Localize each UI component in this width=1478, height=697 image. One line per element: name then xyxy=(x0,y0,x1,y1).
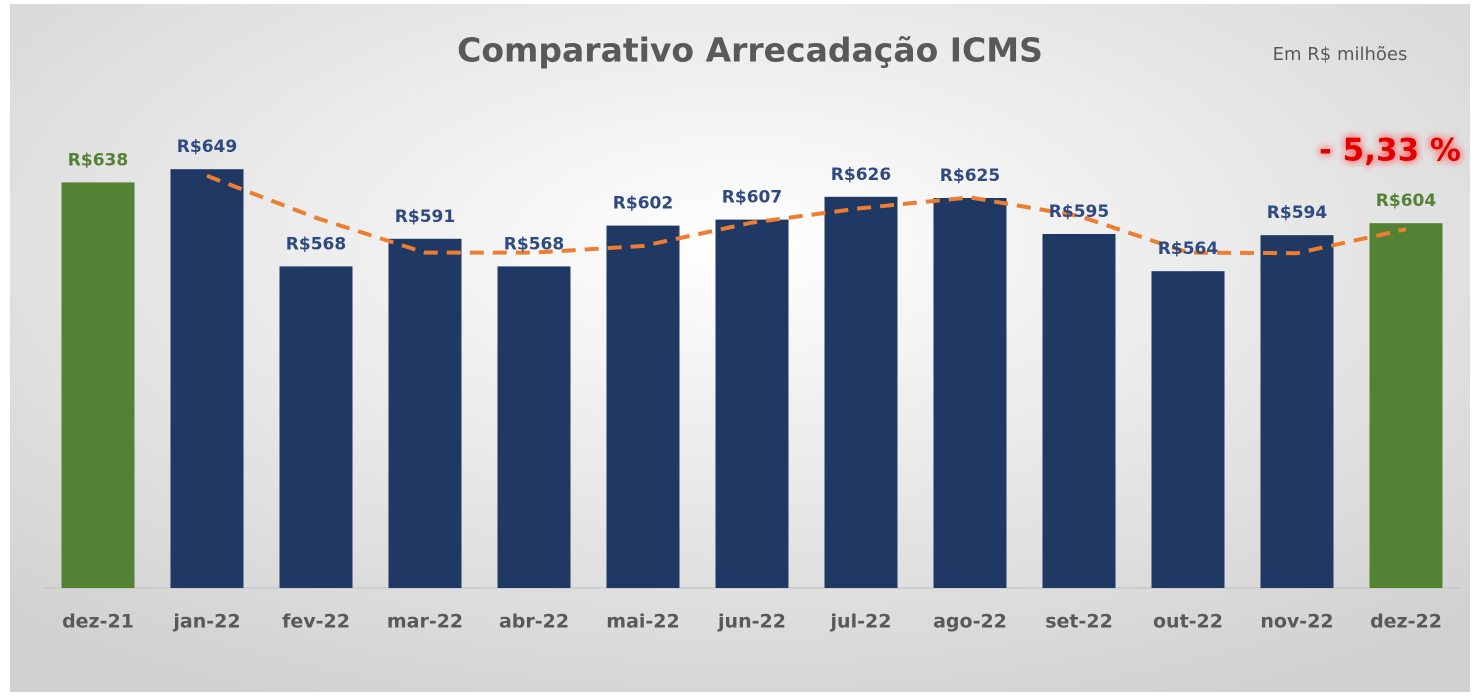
value-label: R$625 xyxy=(940,166,1000,186)
value-label: R$568 xyxy=(504,234,564,254)
value-label: R$604 xyxy=(1376,191,1437,211)
bar xyxy=(824,196,898,589)
bar xyxy=(61,182,135,588)
x-tick-label: mai-22 xyxy=(606,611,679,633)
value-label: R$626 xyxy=(831,165,891,185)
x-tick-label: jan-22 xyxy=(172,611,240,633)
x-tick-label: nov-22 xyxy=(1260,611,1333,633)
value-label: R$591 xyxy=(395,207,455,227)
x-tick-label: out-22 xyxy=(1153,611,1223,633)
bar xyxy=(1260,235,1334,588)
value-label: R$595 xyxy=(1049,202,1109,222)
x-tick-label: mar-22 xyxy=(387,611,463,633)
x-tick-label: dez-22 xyxy=(1370,611,1442,633)
bar xyxy=(388,238,462,589)
x-tick-label: set-22 xyxy=(1045,611,1113,633)
annotation: - 5,33 % xyxy=(1319,133,1461,169)
bar xyxy=(497,266,571,588)
trend-line xyxy=(206,173,1407,256)
value-label: R$602 xyxy=(613,194,673,214)
value-label: R$649 xyxy=(177,137,237,157)
value-label: R$564 xyxy=(1158,239,1219,259)
bar xyxy=(279,266,353,588)
bar xyxy=(170,169,244,588)
x-tick-label: abr-22 xyxy=(499,611,569,633)
x-tick-label: fev-22 xyxy=(282,611,350,633)
x-tick-label: dez-21 xyxy=(62,611,134,633)
bar xyxy=(1151,271,1225,588)
x-tick-label: jul-22 xyxy=(830,611,892,633)
value-label: R$638 xyxy=(68,150,128,170)
value-label: R$568 xyxy=(286,234,346,254)
bar xyxy=(933,198,1007,588)
x-tick-label: ago-22 xyxy=(933,611,1007,633)
bar xyxy=(606,225,680,588)
bar xyxy=(1369,223,1443,588)
bar xyxy=(1042,234,1116,588)
chart-title: Comparativo Arrecadação ICMS xyxy=(457,31,1043,70)
value-label: R$594 xyxy=(1267,203,1328,223)
chart-subtitle: Em R$ milhões xyxy=(1273,44,1408,65)
bar xyxy=(715,219,789,588)
x-tick-label: jun-22 xyxy=(717,611,786,633)
value-label: R$607 xyxy=(722,188,782,208)
